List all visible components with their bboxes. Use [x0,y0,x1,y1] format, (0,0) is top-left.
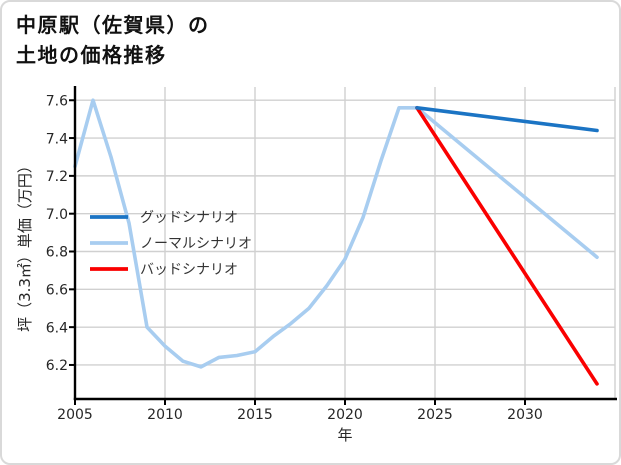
axis-ticks [69,99,526,405]
y-tick-label-7-4: 7.4 [46,131,68,147]
x-axis-title: 年 [337,426,352,444]
y-tick-label-6-2: 6.2 [46,358,68,374]
series-group [73,98,599,386]
legend-item-normal: ノーマルシナリオ [90,236,252,252]
x-tick-label-2030: 2030 [507,407,543,423]
x-tick-label-2025: 2025 [417,407,453,423]
legend-label-normal: ノーマルシナリオ [140,236,252,252]
series-bad-line [415,106,599,386]
chart-title-line-2: 土地の価格推移 [16,43,167,67]
legend: グッドシナリオ ノーマルシナリオ バッドシナリオ [90,210,252,278]
x-tick-labels: 2005 2010 2015 2020 2025 2030 [57,407,543,423]
x-tick-label-2010: 2010 [147,407,183,423]
legend-label-good: グッドシナリオ [140,210,238,226]
y-tick-label-7-0: 7.0 [46,207,68,223]
legend-item-good: グッドシナリオ [90,210,238,226]
legend-item-bad: バッドシナリオ [90,262,238,278]
y-tick-label-7-6: 7.6 [46,94,68,110]
x-tick-label-2005: 2005 [57,407,93,423]
y-tick-label-7-2: 7.2 [46,169,68,185]
legend-label-bad: バッドシナリオ [140,262,238,278]
x-tick-label-2015: 2015 [237,407,273,423]
x-tick-label-2020: 2020 [327,407,363,423]
page-title: 中原駅（佐賀県）の 土地の価格推移 [16,10,210,70]
y-tick-labels: 6.2 6.4 6.6 6.8 7.0 7.2 7.4 7.6 [46,94,68,374]
y-tick-label-6-6: 6.6 [46,283,68,299]
y-axis-title: 坪（3.3㎡）単価（万円） [16,158,34,332]
series-normal-line [73,98,599,369]
series-good-line [415,106,599,133]
y-tick-label-6-4: 6.4 [46,320,68,336]
chart-title-line-1: 中原駅（佐賀県）の [16,13,210,37]
grid [76,87,616,398]
y-tick-label-6-8: 6.8 [46,245,68,261]
